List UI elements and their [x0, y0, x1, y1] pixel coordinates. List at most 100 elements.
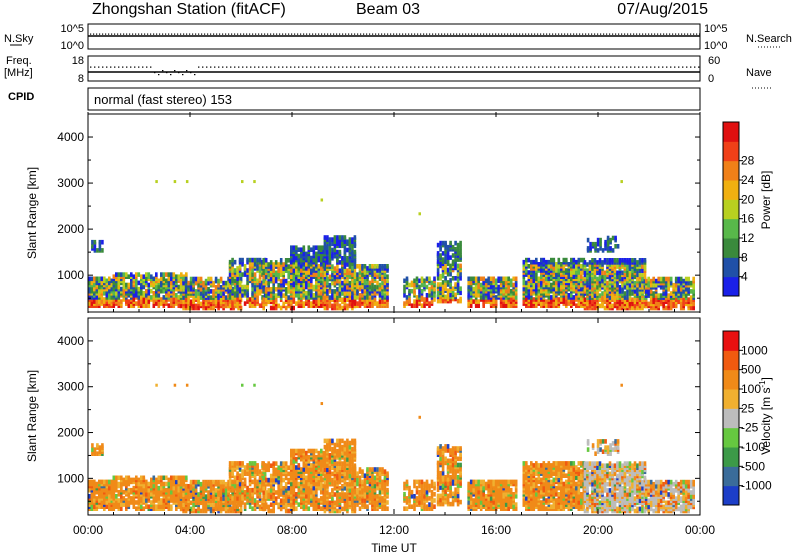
range-gate-cell: [251, 268, 254, 273]
range-gate-cell: [292, 257, 296, 263]
range-gate-cell: [446, 288, 450, 293]
range-gate-cell: [415, 276, 419, 282]
range-gate-cell: [575, 270, 578, 275]
nsearch-tick-top: 10^5: [704, 23, 728, 35]
range-gate-cell: [310, 282, 313, 288]
range-gate-cell: [279, 305, 283, 311]
nave-point: [598, 66, 600, 68]
range-gate-cell: [152, 475, 156, 481]
range-gate-cell: [182, 492, 185, 497]
nsearch-tick-bottom: 10^0: [704, 40, 728, 52]
range-gate-cell: [147, 481, 151, 487]
range-gate-cell: [98, 239, 102, 245]
nave-point: [686, 66, 688, 68]
range-gate-cell: [209, 289, 213, 294]
range-gate-cell: [436, 276, 440, 281]
nsearch-point: [93, 33, 95, 35]
range-gate-cell: [338, 287, 342, 292]
range-gate-cell: [305, 291, 308, 296]
range-gate-cell: [184, 276, 188, 282]
range-gate-cell: [248, 270, 252, 275]
range-gate-cell: [105, 293, 109, 298]
range-gate-cell: [132, 274, 136, 279]
range-gate-cell: [467, 284, 470, 290]
range-gate-cell: [162, 276, 166, 282]
range-gate-cell: [621, 276, 624, 282]
range-gate-cell: [246, 257, 249, 263]
range-gate-cell: [135, 481, 138, 487]
range-gate-cell: [323, 241, 327, 247]
range-gate-cell: [175, 274, 178, 279]
nave-point: [158, 74, 160, 76]
range-gate-cell: [647, 280, 650, 286]
range-gate-cell: [535, 264, 538, 269]
range-gate-cell: [572, 274, 576, 279]
range-gate-cell: [446, 271, 450, 277]
range-gate-cell: [454, 240, 457, 246]
range-gate-cell: [386, 274, 389, 279]
nave-point: [150, 66, 152, 68]
range-gate-cell: [160, 498, 163, 503]
range-gate-cell: [477, 282, 480, 288]
range-gate-cell: [160, 297, 163, 302]
range-gate-cell: [616, 258, 619, 263]
range-gate-cell: [157, 504, 161, 509]
range-gate-cell: [323, 235, 327, 240]
range-gate-cell: [613, 295, 617, 300]
range-gate-cell: [248, 266, 252, 271]
nsearch-point: [150, 33, 152, 35]
range-gate-cell: [274, 276, 278, 282]
range-gate-cell: [659, 276, 663, 282]
range-gate-cell: [371, 264, 374, 269]
range-gate-cell: [277, 262, 280, 267]
range-gate-cell: [441, 251, 445, 256]
range-gate-cell: [603, 285, 607, 290]
range-gate-cell: [312, 266, 316, 271]
range-gate-cell: [115, 475, 118, 481]
range-gate-cell: [88, 276, 91, 282]
range-gate-cell: [251, 272, 254, 277]
nsearch-point: [411, 33, 413, 35]
range-gate-cell: [222, 291, 225, 296]
range-gate-cell: [177, 492, 181, 497]
range-gate-cell: [162, 295, 166, 300]
range-gate-cell: [214, 488, 218, 493]
range-gate-cell: [482, 295, 485, 300]
range-gate-cell: [336, 301, 339, 307]
range-gate-cell: [269, 260, 273, 265]
range-gate-cell: [228, 500, 232, 505]
range-gate-cell: [238, 286, 242, 292]
range-gate-cell: [588, 280, 592, 286]
colorbar-tick-label: 16: [741, 212, 755, 226]
range-gate-cell: [596, 248, 600, 253]
range-gate-cell: [323, 266, 327, 271]
range-gate-cell: [262, 274, 265, 280]
range-gate-cell: [583, 297, 587, 302]
range-gate-cell: [282, 278, 285, 284]
range-gate-cell: [662, 276, 665, 282]
range-gate-cell: [320, 253, 323, 259]
range-gate-cell: [433, 297, 436, 302]
range-gate-cell: [418, 293, 421, 298]
range-gate-cell: [525, 297, 528, 302]
range-gate-cell: [90, 496, 94, 501]
range-gate-cell: [157, 284, 161, 290]
range-gate-cell: [262, 287, 265, 292]
range-gate-cell: [248, 276, 252, 282]
range-gate-cell: [279, 278, 283, 284]
range-gate-cell: [376, 284, 379, 290]
range-gate-cell: [586, 268, 589, 273]
range-gate-cell: [305, 295, 308, 300]
range-gate-cell: [185, 272, 188, 277]
freq-tick-bottom: 8: [78, 73, 84, 85]
range-gate-cell: [456, 271, 460, 277]
range-gate-cell: [152, 483, 156, 489]
nave-point: [694, 66, 696, 68]
nsearch-point: [678, 33, 680, 35]
range-gate-cell: [274, 270, 278, 276]
range-gate-cell: [596, 280, 599, 286]
nsearch-point: [654, 33, 656, 35]
range-gate-cell: [687, 297, 690, 302]
range-gate-cell: [336, 287, 339, 292]
nsearch-point: [666, 33, 668, 35]
